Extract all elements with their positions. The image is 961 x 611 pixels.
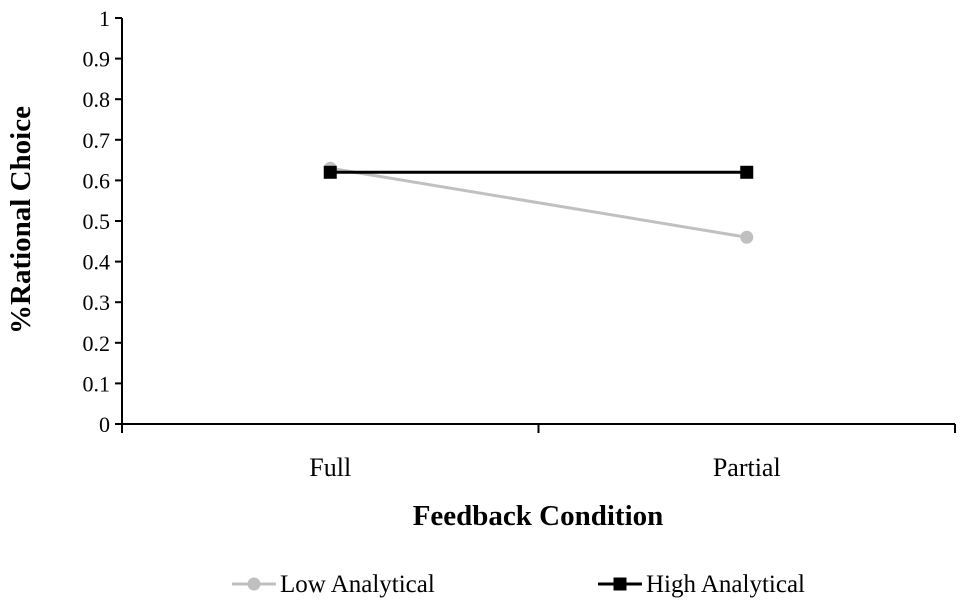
y-axis: 0 0.1 0.2 0.3 0.4 0.5 0.6 0.7 0.8 0.9 1: [83, 6, 123, 437]
y-tick-label: 0: [99, 412, 110, 437]
data-point: [740, 165, 754, 179]
y-tick-label: 0.9: [83, 47, 111, 72]
series-high-analytical: [323, 165, 754, 179]
legend-label: High Analytical: [646, 571, 805, 598]
y-tick-label: 0.3: [83, 290, 111, 315]
y-tick-label: 0.6: [83, 168, 111, 193]
data-point: [740, 230, 754, 244]
data-point: [323, 165, 337, 179]
legend: Low Analytical High Analytical: [232, 571, 805, 598]
x-axis-title: Feedback Condition: [413, 500, 664, 532]
y-tick-label: 0.8: [83, 87, 111, 112]
y-tick-label: 0.4: [83, 250, 111, 275]
x-tick-label: Full: [309, 453, 351, 482]
y-tick-label: 0.5: [83, 209, 111, 234]
legend-item: Low Analytical: [232, 571, 435, 598]
x-axis: Full Partial: [121, 423, 956, 482]
legend-marker: [247, 577, 261, 591]
plot-area: [323, 161, 754, 244]
series-low-analytical: [323, 161, 754, 244]
legend-marker: [613, 577, 627, 591]
x-tick-label: Partial: [713, 453, 781, 482]
series-line: [330, 166, 747, 239]
legend-item: High Analytical: [598, 571, 805, 598]
y-tick-label: 0.2: [83, 331, 111, 356]
y-tick-label: 1: [99, 6, 110, 31]
legend-label: Low Analytical: [280, 571, 435, 598]
y-tick-label: 0.1: [83, 371, 111, 396]
y-tick-label: 0.7: [83, 128, 111, 153]
y-axis-title: %Rational Choice: [5, 106, 37, 334]
